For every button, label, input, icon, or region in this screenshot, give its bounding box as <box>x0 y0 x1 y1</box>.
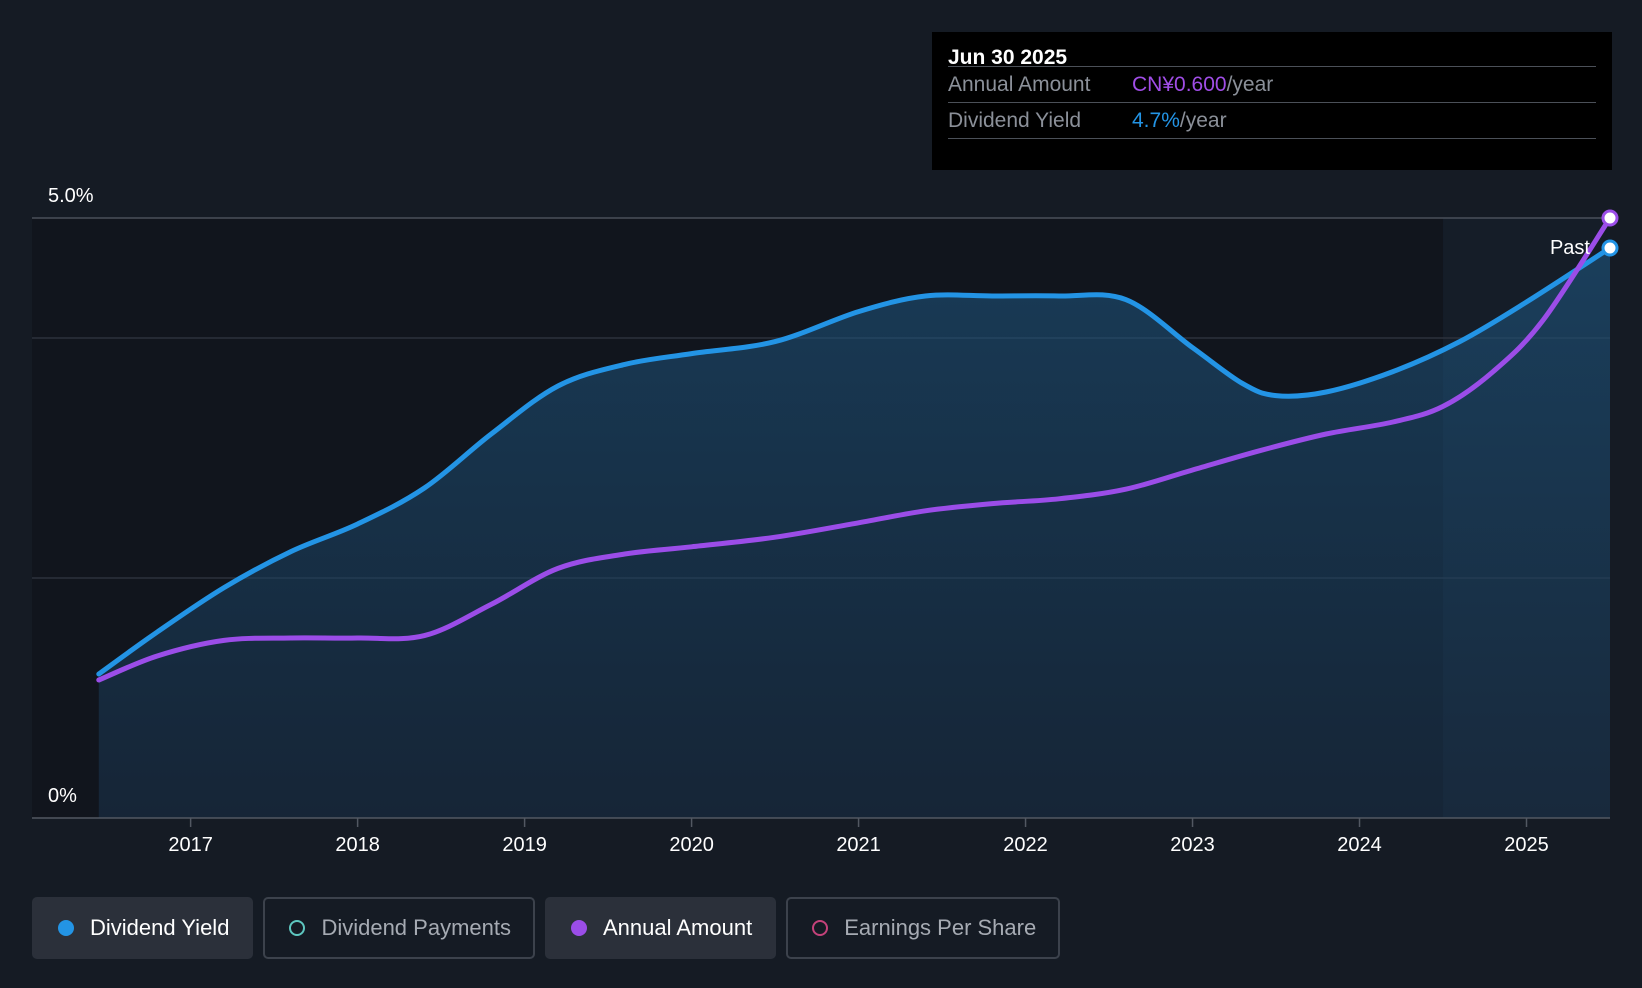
legend-item-dividend-payments[interactable]: Dividend Payments <box>263 897 535 959</box>
x-tick-label: 2021 <box>836 834 881 856</box>
x-tick-label: 2024 <box>1337 834 1382 856</box>
x-axis-ticks: 2017 2018 2019 2020 2021 2022 2023 2024 2025 <box>168 818 1549 856</box>
dividend-yield-area <box>98 248 1610 818</box>
tooltip-value: 4.7% <box>1132 108 1180 132</box>
legend-item-earnings-per-share[interactable]: Earnings Per Share <box>786 897 1061 959</box>
x-tick-label: 2018 <box>335 834 380 856</box>
annual-amount-line <box>96 215 1613 683</box>
x-tick-label: 2020 <box>669 834 714 856</box>
y-tick-label-bottom: 0% <box>48 785 77 807</box>
tooltip-date: Jun 30 2025 <box>948 46 1068 69</box>
legend-dot-icon <box>58 920 74 936</box>
legend-item-annual-amount[interactable]: Annual Amount <box>544 897 777 959</box>
tooltip: Jun 30 2025 Annual Amount CN¥0.600/year … <box>932 32 1612 170</box>
dividend-yield-line <box>96 245 1613 677</box>
legend-dot-icon <box>289 920 306 936</box>
legend-dot-icon <box>812 920 829 936</box>
x-tick-label: 2025 <box>1504 834 1549 856</box>
legend-label: Earnings Per Share <box>844 915 1037 940</box>
past-label: Past <box>1550 237 1590 259</box>
legend-label: Dividend Payments <box>321 915 511 940</box>
x-tick-label: 2019 <box>502 834 547 856</box>
tooltip-unit: /year <box>1226 72 1274 96</box>
annual-amount-end-marker <box>1601 209 1619 227</box>
x-tick-label: 2023 <box>1170 834 1215 856</box>
tooltip-label: Dividend Yield <box>948 108 1082 132</box>
x-tick-label: 2017 <box>168 834 213 856</box>
tooltip-row-annual-amount: Annual Amount CN¥0.600/year <box>948 66 1596 102</box>
tooltip-unit: /year <box>1179 108 1227 132</box>
legend-dot-icon <box>570 920 587 936</box>
legend-label: Annual Amount <box>602 915 753 940</box>
legend-label: Dividend Yield <box>90 915 230 940</box>
tooltip-label: Annual Amount <box>948 72 1091 96</box>
x-tick-label: 2022 <box>1003 834 1048 856</box>
tooltip-row-dividend-yield: Dividend Yield 4.7%/year <box>948 102 1596 139</box>
legend-item-dividend-yield[interactable]: Dividend Yield <box>32 897 254 959</box>
dividend-yield-end-marker <box>1601 239 1619 257</box>
y-tick-label-top: 5.0% <box>48 185 94 207</box>
tooltip-value: CN¥0.600 <box>1132 72 1227 96</box>
legend: Dividend Yield Dividend Payments Annual … <box>32 897 1061 961</box>
